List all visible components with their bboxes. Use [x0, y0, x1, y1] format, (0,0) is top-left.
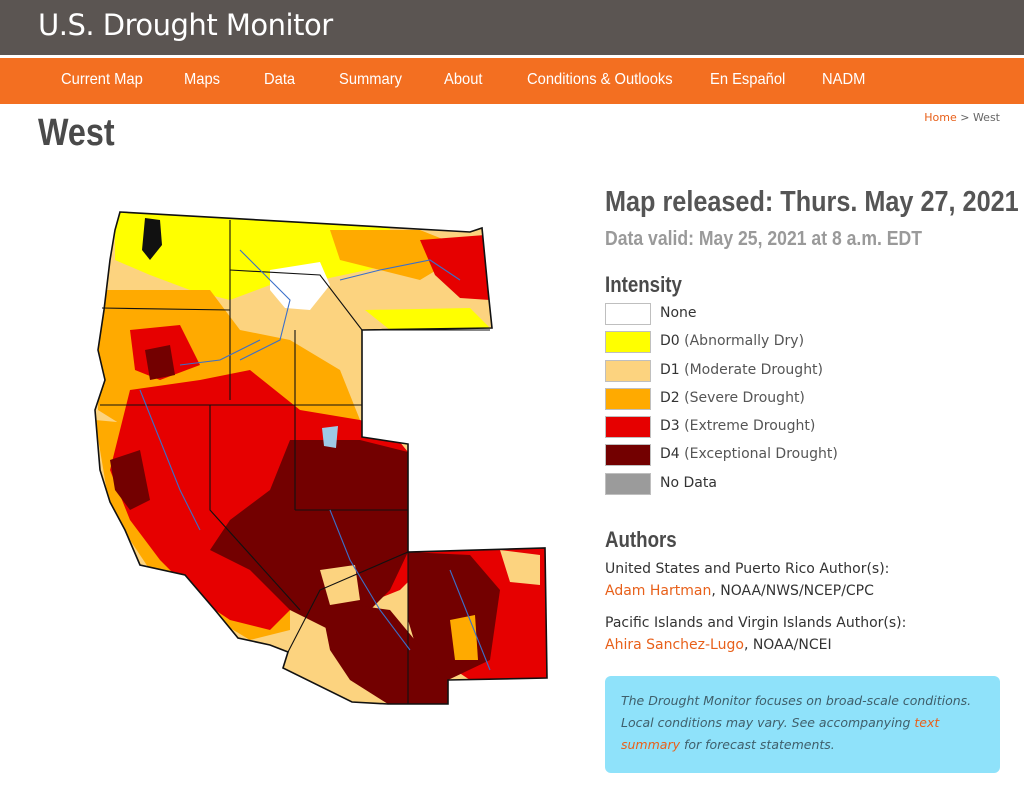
- nav-summary[interactable]: Summary: [339, 71, 402, 89]
- legend-swatch: [605, 416, 651, 438]
- nav-about[interactable]: About: [444, 71, 482, 89]
- legend-code: D4: [660, 446, 680, 462]
- intensity-heading: Intensity: [605, 272, 682, 298]
- legend-label: D1 (Moderate Drought): [660, 362, 823, 378]
- us-author-link[interactable]: Adam Hartman: [605, 583, 711, 599]
- legend-code: D2: [660, 390, 680, 406]
- info-note: The Drought Monitor focuses on broad-sca…: [605, 676, 1000, 773]
- legend-label: D4 (Exceptional Drought): [660, 446, 838, 462]
- pi-author-link[interactable]: Ahira Sanchez-Lugo: [605, 637, 744, 653]
- legend-desc: (Severe Drought): [684, 390, 805, 406]
- site-header: U.S. Drought Monitor: [0, 0, 1024, 55]
- legend-label: No Data: [660, 475, 717, 491]
- legend-desc: (Extreme Drought): [684, 418, 815, 434]
- map-released-date: Map released: Thurs. May 27, 2021: [605, 186, 1019, 219]
- legend-swatch: [605, 388, 651, 410]
- breadcrumb-separator: >: [960, 111, 969, 124]
- legend-swatch: [605, 444, 651, 466]
- nav-data[interactable]: Data: [264, 71, 295, 89]
- nav-en-espanol[interactable]: En Español: [710, 71, 785, 89]
- us-authors-label: United States and Puerto Rico Author(s):: [605, 561, 889, 577]
- breadcrumb: Home > West: [924, 111, 1000, 124]
- pi-author-org: , NOAA/NCEI: [744, 637, 832, 653]
- legend-desc: (Exceptional Drought): [684, 446, 838, 462]
- drought-areas: [90, 190, 560, 720]
- site-title[interactable]: U.S. Drought Monitor: [38, 8, 333, 42]
- legend-code: None: [660, 305, 697, 321]
- authors-heading: Authors: [605, 527, 677, 553]
- legend-desc: (Moderate Drought): [684, 362, 823, 378]
- legend-code: D3: [660, 418, 680, 434]
- legend-code: D1: [660, 362, 680, 378]
- legend-code: D0: [660, 333, 680, 349]
- nav-maps[interactable]: Maps: [184, 71, 220, 89]
- legend-label: D0 (Abnormally Dry): [660, 333, 804, 349]
- legend-swatch: [605, 360, 651, 382]
- legend-label: None: [660, 305, 697, 321]
- legend-code: No Data: [660, 475, 717, 491]
- drought-map[interactable]: [90, 190, 560, 720]
- us-author-line: Adam Hartman, NOAA/NWS/NCEP/CPC: [605, 583, 874, 599]
- nav-nadm[interactable]: NADM: [822, 71, 865, 89]
- nav-conditions-outlooks[interactable]: Conditions & Outlooks: [527, 71, 673, 89]
- legend-swatch: [605, 473, 651, 495]
- us-author-org: , NOAA/NWS/NCEP/CPC: [711, 583, 874, 599]
- breadcrumb-current: West: [973, 111, 1000, 124]
- legend-label: D2 (Severe Drought): [660, 390, 805, 406]
- main-nav: Current Map Maps Data Summary About Cond…: [0, 58, 1024, 104]
- legend-label: D3 (Extreme Drought): [660, 418, 815, 434]
- legend-swatch: [605, 303, 651, 325]
- note-text-after: for forecast statements.: [680, 737, 835, 752]
- breadcrumb-home-link[interactable]: Home: [924, 111, 956, 124]
- pi-authors-label: Pacific Islands and Virgin Islands Autho…: [605, 615, 906, 631]
- legend-swatch: [605, 331, 651, 353]
- page-title: West: [38, 112, 115, 155]
- nav-current-map[interactable]: Current Map: [61, 71, 143, 89]
- data-valid-date: Data valid: May 25, 2021 at 8 a.m. EDT: [605, 228, 922, 251]
- legend-desc: (Abnormally Dry): [684, 333, 804, 349]
- pi-author-line: Ahira Sanchez-Lugo, NOAA/NCEI: [605, 637, 832, 653]
